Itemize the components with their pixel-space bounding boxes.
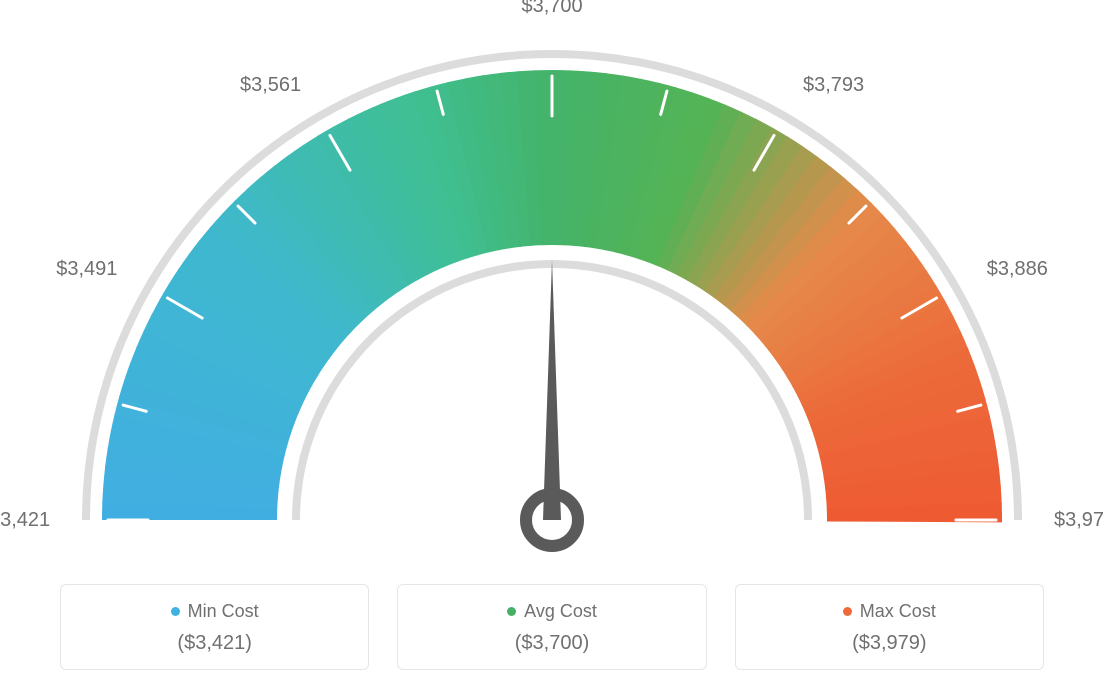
dot-min [171, 607, 180, 616]
gauge-area: $3,421 $3,491 $3,561 $3,700 $3,793 $3,886 $3,9… [0, 0, 1104, 560]
dot-avg [507, 607, 516, 616]
gauge-needle [543, 260, 561, 520]
dot-max [843, 607, 852, 616]
legend-title-avg: Avg Cost [507, 601, 597, 622]
gauge-tick-label: $3,886 [987, 258, 1048, 281]
legend-card-max: Max Cost ($3,979) [735, 584, 1044, 670]
legend-title-min-text: Min Cost [188, 601, 259, 622]
legend-title-max: Max Cost [843, 601, 936, 622]
legend-title-avg-text: Avg Cost [524, 601, 597, 622]
gauge-tick-label: $3,491 [56, 258, 117, 281]
legend-value-min: ($3,421) [73, 632, 356, 655]
legend-value-max: ($3,979) [748, 632, 1031, 655]
gauge-tick-label: $3,561 [240, 74, 301, 97]
gauge-svg [0, 0, 1104, 560]
gauge-tick-label: $3,979 [1054, 509, 1104, 532]
legend-card-min: Min Cost ($3,421) [60, 584, 369, 670]
gauge-chart-container: $3,421 $3,491 $3,561 $3,700 $3,793 $3,886 $3,9… [0, 0, 1104, 690]
legend-value-avg: ($3,700) [410, 632, 693, 655]
legend-title-max-text: Max Cost [860, 601, 936, 622]
legend-row: Min Cost ($3,421) Avg Cost ($3,700) Max … [60, 584, 1044, 670]
gauge-tick-label: $3,700 [522, 0, 583, 18]
gauge-tick-label: $3,793 [803, 74, 864, 97]
legend-card-avg: Avg Cost ($3,700) [397, 584, 706, 670]
legend-title-min: Min Cost [171, 601, 259, 622]
gauge-tick-label: $3,421 [0, 509, 50, 532]
